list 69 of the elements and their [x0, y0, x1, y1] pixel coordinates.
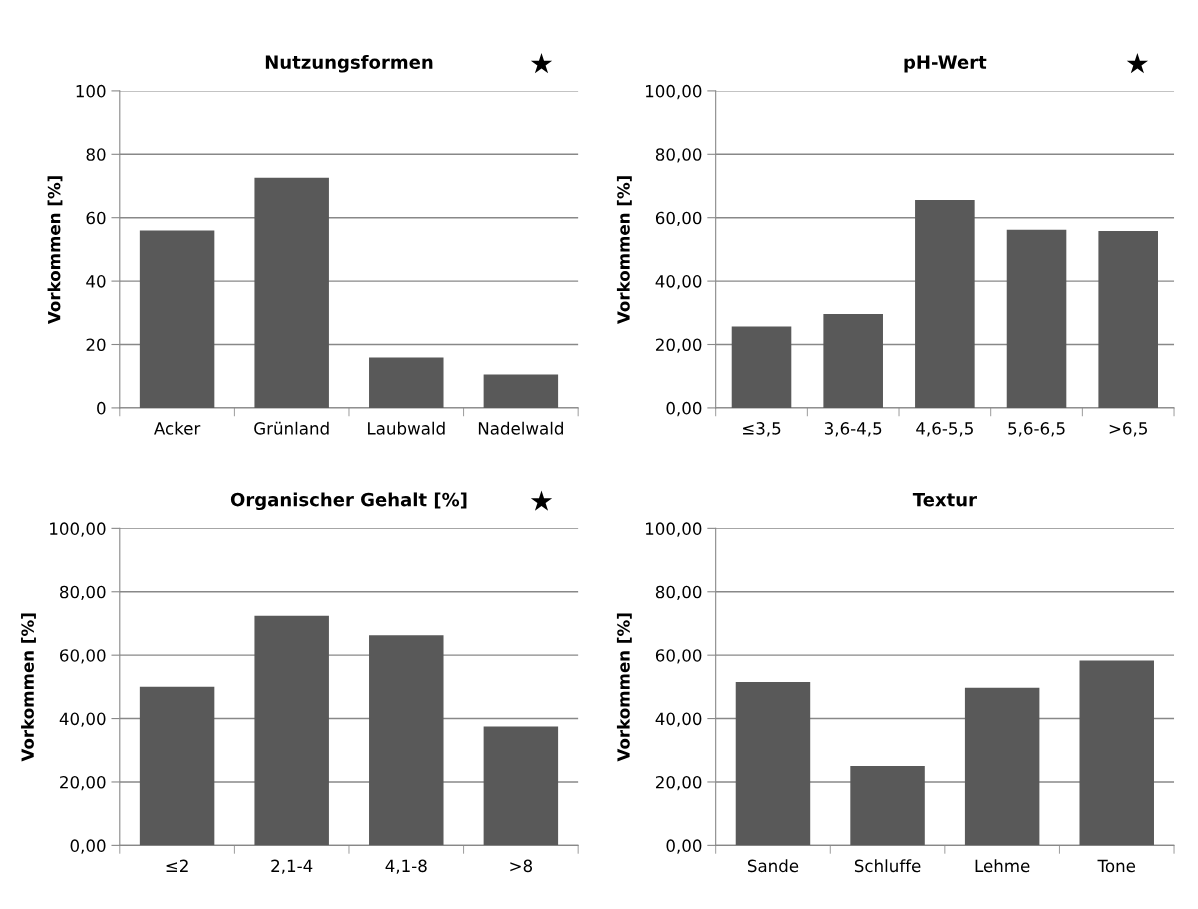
y-tick-label: 0	[97, 401, 106, 415]
x-tick-label: 4,1-8	[385, 859, 427, 874]
bar	[139, 686, 215, 846]
y-tick-label: 60,00	[655, 649, 702, 664]
bar	[731, 326, 792, 408]
y-tick-label: 0,00	[666, 401, 702, 417]
x-tick-label: Sande	[747, 859, 799, 873]
text: ★	[1126, 53, 1149, 74]
bar	[483, 374, 559, 408]
y-tick-label: 80	[86, 148, 106, 161]
y-tick-label: 0,00	[666, 839, 702, 854]
chart-title: Textur	[912, 492, 977, 507]
y-axis-title: Vorkommen [%]	[616, 176, 632, 325]
y-axis-title: Vorkommen [%]	[616, 613, 632, 762]
y-tick-label: 40,00	[655, 275, 702, 290]
x-tick-label: Grünland	[254, 421, 329, 435]
y-tick-label: 80,00	[60, 585, 106, 601]
bar	[823, 314, 883, 408]
x-tick-label: Tone	[1097, 859, 1136, 873]
x-tick-label: >6,5	[1109, 422, 1147, 437]
y-tick-label: 60,00	[655, 211, 702, 226]
bar	[850, 766, 925, 846]
x-tick-label: 4,6-5,5	[916, 422, 973, 437]
x-tick-label: Lehme	[975, 859, 1030, 873]
y-tick-label: 80,00	[655, 148, 702, 163]
y-tick-label: 100,00	[50, 522, 106, 537]
bar	[369, 357, 444, 408]
y-axis-title: Vorkommen [%]	[21, 613, 36, 762]
y-tick-label: 20,00	[60, 775, 106, 791]
x-tick-label: Laubwald	[368, 421, 445, 435]
y-tick-label: 20,00	[655, 338, 702, 353]
bar	[1079, 660, 1154, 846]
chart-title: pH-Wert	[904, 55, 987, 73]
x-tick-label: >8	[510, 859, 533, 873]
y-tick-label: 40,00	[59, 712, 106, 727]
y-tick-label: 40,00	[655, 712, 702, 727]
bar	[139, 230, 215, 408]
bar	[735, 682, 811, 846]
x-tick-label: Schluffe	[854, 859, 921, 873]
bar	[369, 635, 444, 846]
x-tick-label: ≤2	[166, 859, 188, 872]
y-tick-label: 40	[86, 275, 106, 288]
bar	[483, 726, 559, 846]
bar	[964, 687, 1040, 846]
x-tick-label: 2,1-4	[271, 859, 313, 874]
y-tick-label: 100	[76, 84, 106, 98]
bar	[1006, 229, 1067, 408]
y-axis-title: Vorkommen [%]	[47, 176, 63, 325]
bar	[254, 615, 329, 846]
bar	[1098, 231, 1158, 408]
y-tick-label: 60	[86, 211, 106, 225]
y-tick-label: 20,00	[655, 775, 702, 791]
text: ★	[530, 490, 553, 511]
y-tick-label: 20	[86, 338, 106, 352]
chart-title: Nutzungsformen	[265, 54, 433, 73]
y-tick-label: 100,00	[645, 522, 702, 537]
y-tick-label: 100,00	[645, 84, 702, 100]
chart-title: Organischer Gehalt [%]	[230, 492, 467, 511]
x-tick-label: 5,6-6,5	[1008, 422, 1065, 437]
x-tick-label: Nadelwald	[478, 421, 563, 435]
x-tick-label: ≤3,5	[743, 422, 781, 437]
bar	[915, 199, 975, 408]
y-tick-label: 0,00	[70, 839, 106, 854]
x-tick-label: 3,6-4,5	[824, 422, 882, 437]
x-tick-label: Acker	[154, 421, 201, 435]
text: ★	[530, 53, 553, 74]
y-tick-label: 60,00	[60, 649, 106, 664]
y-tick-label: 80,00	[655, 585, 702, 601]
bar	[254, 177, 329, 408]
